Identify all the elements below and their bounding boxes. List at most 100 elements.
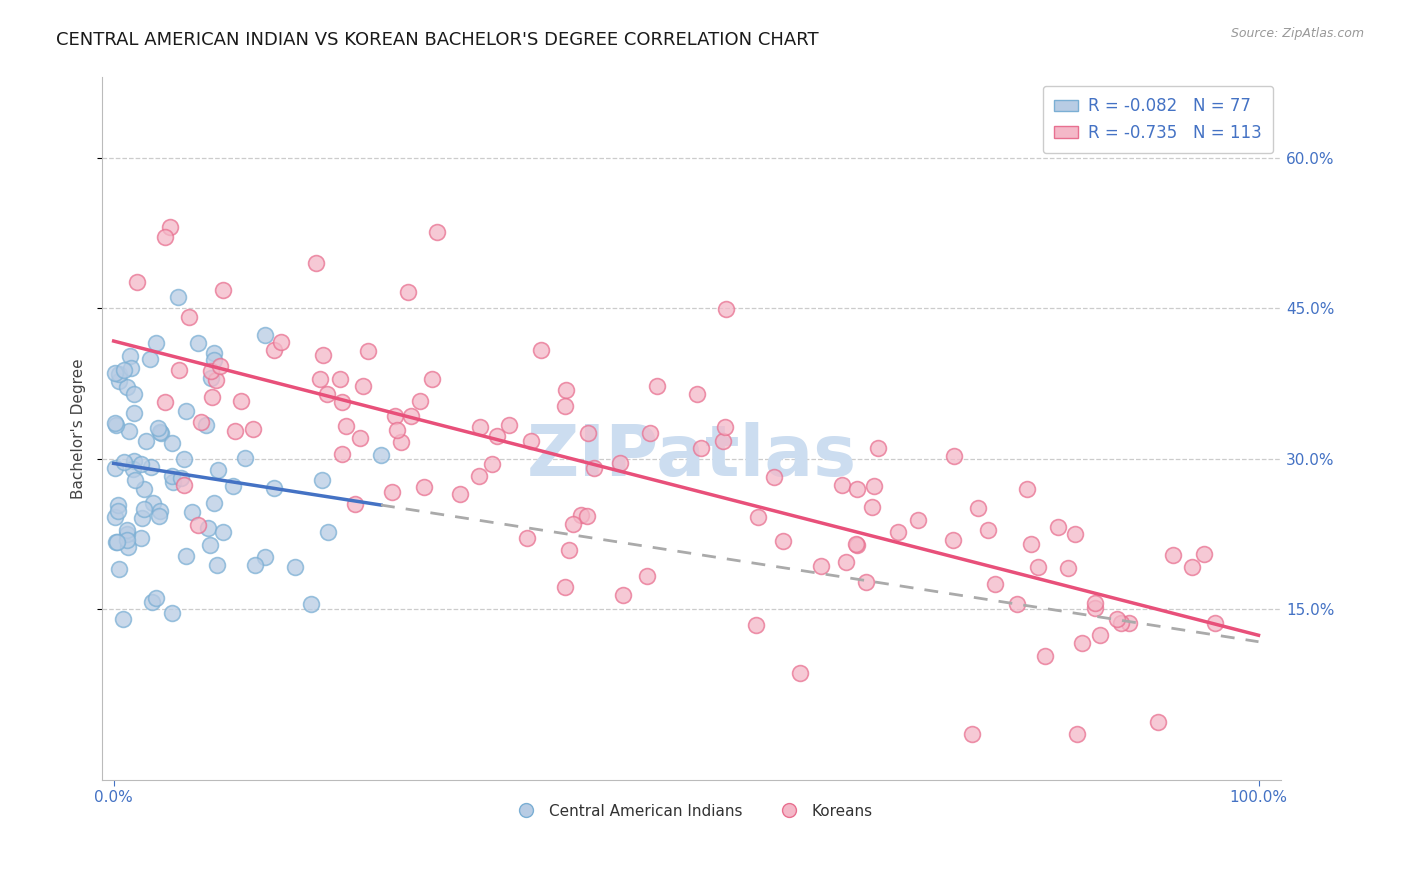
Point: [105, 534, 128, 549]
Point: [399, 409, 422, 424]
Point: [520, 434, 543, 448]
Point: [1204, 615, 1226, 630]
Point: [308, 372, 330, 386]
Point: [352, 379, 374, 393]
Point: [145, 591, 167, 605]
Point: [115, 533, 138, 548]
Point: [124, 473, 146, 487]
Point: [179, 310, 201, 325]
Point: [132, 501, 155, 516]
Text: Source: ZipAtlas.com: Source: ZipAtlas.com: [1230, 27, 1364, 40]
Point: [498, 418, 520, 433]
Point: [135, 434, 157, 449]
Point: [173, 451, 195, 466]
Point: [311, 348, 333, 362]
Point: [231, 394, 253, 409]
Point: [977, 523, 1000, 537]
Point: [409, 393, 432, 408]
Point: [609, 456, 631, 470]
Point: [221, 479, 243, 493]
Point: [789, 665, 811, 680]
Point: [160, 436, 183, 450]
Point: [385, 423, 408, 437]
Point: [389, 434, 412, 449]
Point: [141, 595, 163, 609]
Point: [122, 454, 145, 468]
Point: [636, 568, 658, 582]
Point: [357, 344, 380, 359]
Point: [115, 523, 138, 537]
Point: [153, 395, 176, 409]
Point: [1118, 616, 1140, 631]
Point: [124, 387, 146, 401]
Point: [810, 559, 832, 574]
Point: [149, 504, 172, 518]
Point: [863, 479, 886, 493]
Point: [304, 255, 326, 269]
Point: [198, 538, 221, 552]
Point: [449, 486, 471, 500]
Point: [370, 448, 392, 462]
Point: [117, 540, 139, 554]
Point: [204, 372, 226, 386]
Point: [200, 371, 222, 385]
Point: [316, 524, 339, 539]
Point: [107, 499, 129, 513]
Point: [762, 470, 785, 484]
Point: [204, 496, 226, 510]
Point: [105, 534, 128, 549]
Point: [481, 457, 503, 471]
Point: [1192, 547, 1215, 561]
Point: [845, 537, 868, 551]
Point: [208, 359, 231, 373]
Point: [907, 513, 929, 527]
Point: [122, 406, 145, 420]
Point: [181, 505, 204, 519]
Point: [111, 612, 134, 626]
Point: [747, 510, 769, 524]
Point: [150, 426, 173, 441]
Point: [108, 374, 131, 388]
Point: [122, 462, 145, 476]
Point: [159, 220, 181, 235]
Point: [311, 473, 333, 487]
Point: [201, 390, 224, 404]
Point: [1046, 520, 1069, 534]
Point: [329, 371, 352, 385]
Point: [145, 336, 167, 351]
Point: [129, 457, 152, 471]
Point: [330, 447, 353, 461]
Point: [846, 538, 869, 552]
Point: [1033, 649, 1056, 664]
Point: [117, 527, 139, 541]
Point: [120, 361, 142, 376]
Point: [855, 574, 877, 589]
Point: [1105, 612, 1128, 626]
Point: [711, 434, 734, 448]
Point: [263, 343, 285, 358]
Point: [686, 387, 709, 401]
Point: [112, 455, 135, 469]
Point: [125, 275, 148, 289]
Point: [1147, 714, 1170, 729]
Point: [1066, 726, 1088, 740]
Point: [554, 399, 576, 413]
Point: [554, 580, 576, 594]
Point: [1015, 482, 1038, 496]
Point: [148, 421, 170, 435]
Point: [299, 597, 322, 611]
Point: [831, 478, 853, 492]
Text: CENTRAL AMERICAN INDIAN VS KOREAN BACHELOR'S DEGREE CORRELATION CHART: CENTRAL AMERICAN INDIAN VS KOREAN BACHEL…: [56, 31, 818, 49]
Point: [772, 533, 794, 548]
Point: [396, 285, 419, 299]
Point: [612, 589, 634, 603]
Point: [138, 352, 160, 367]
Point: [1056, 561, 1078, 575]
Point: [207, 463, 229, 477]
Point: [887, 525, 910, 540]
Point: [253, 549, 276, 564]
Point: [1083, 596, 1105, 610]
Point: [166, 290, 188, 304]
Point: [689, 441, 711, 455]
Point: [575, 508, 598, 523]
